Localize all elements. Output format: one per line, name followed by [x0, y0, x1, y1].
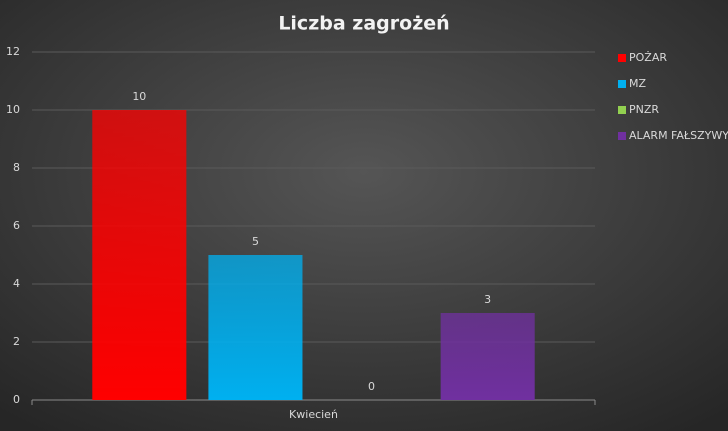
legend-label: POŻAR [629, 51, 667, 64]
legend-label: ALARM FAŁSZYWY [629, 129, 728, 142]
data-label: 5 [252, 235, 259, 248]
bar [208, 255, 303, 400]
legend-swatch [618, 80, 626, 88]
data-label: 10 [132, 90, 146, 103]
chart-title: Liczba zagrożeń [278, 13, 449, 35]
y-tick-label: 12 [6, 45, 20, 58]
legend-label: MZ [629, 77, 646, 90]
legend-swatch [618, 132, 626, 140]
y-tick-label: 6 [13, 219, 20, 232]
y-tick-label: 4 [13, 277, 20, 290]
data-label: 3 [484, 293, 491, 306]
legend-label: PNZR [629, 103, 659, 116]
x-tick-label: Kwiecień [289, 408, 338, 421]
legend-swatch [618, 106, 626, 114]
bar [440, 313, 535, 400]
data-label: 0 [368, 380, 375, 393]
y-tick-label: 10 [6, 103, 20, 116]
legend-swatch [618, 54, 626, 62]
y-tick-label: 8 [13, 161, 20, 174]
y-tick-label: 0 [13, 393, 20, 406]
y-tick-label: 2 [13, 335, 20, 348]
bar [92, 110, 187, 400]
